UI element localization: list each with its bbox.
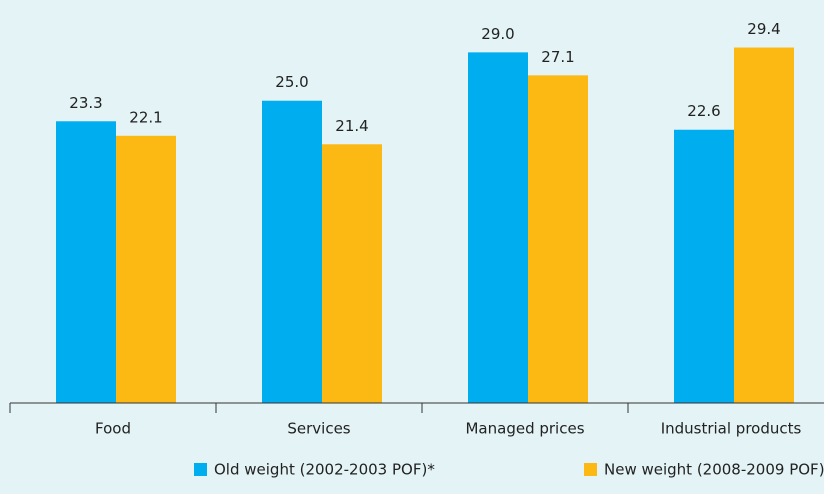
value-label: 27.1 bbox=[541, 48, 574, 66]
bar bbox=[56, 121, 116, 404]
legend-swatch bbox=[584, 463, 597, 476]
legend-swatch bbox=[194, 463, 207, 476]
bar bbox=[322, 144, 382, 403]
bar bbox=[116, 135, 176, 404]
legend-label: New weight (2008-2009 POF) bbox=[604, 461, 824, 479]
bar bbox=[468, 52, 528, 403]
x-tick-label: Food bbox=[95, 420, 131, 438]
x-tick-label: Industrial products bbox=[661, 420, 802, 438]
value-label: 29.4 bbox=[747, 20, 780, 38]
value-label: 25.0 bbox=[275, 73, 308, 91]
bar bbox=[262, 100, 322, 404]
value-label: 23.3 bbox=[69, 94, 102, 112]
bar bbox=[528, 75, 588, 403]
x-tick-label: Managed prices bbox=[465, 420, 584, 438]
x-tick-label: Services bbox=[287, 420, 350, 438]
legend-label: Old weight (2002-2003 POF)* bbox=[214, 461, 435, 479]
value-label: 21.4 bbox=[335, 117, 368, 135]
value-label: 29.0 bbox=[481, 25, 514, 43]
bar bbox=[674, 129, 734, 403]
bar bbox=[734, 47, 794, 403]
value-label: 22.1 bbox=[129, 108, 162, 126]
value-label: 22.6 bbox=[687, 102, 720, 120]
